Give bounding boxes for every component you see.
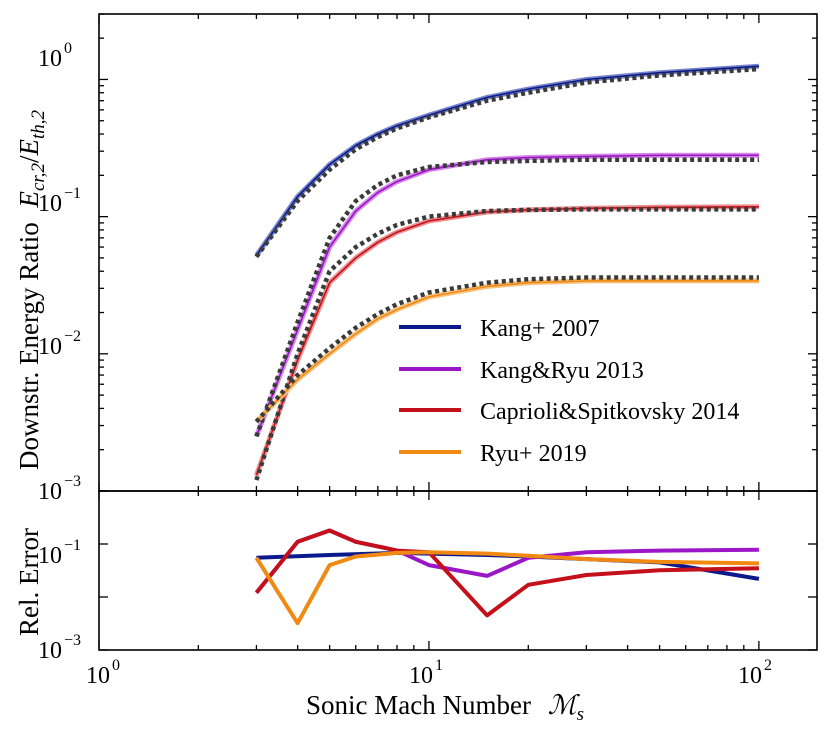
error-line-ryu-2019	[254, 550, 759, 626]
xtick-label: 10	[409, 663, 433, 689]
top-ytick-exp: −1	[64, 185, 81, 202]
bottom-ytick-label: 10	[38, 543, 62, 569]
fit-line-kang-ryu-2013	[254, 157, 759, 438]
xtick-labels: 10 0 10 1 10 2	[86, 657, 772, 689]
bottom-ytick-labels: 10 −1 10 −3	[38, 537, 81, 664]
fit-line-kang-2007	[254, 66, 760, 259]
top-ytick-label: 10	[38, 334, 62, 360]
top-ytick-exp: −3	[64, 473, 81, 490]
top-ytick-label: 10	[38, 46, 62, 72]
bottom-ytick-label: 10	[38, 638, 62, 664]
series-line-kang-ryu-2013	[255, 154, 759, 437]
legend-label: Ryu+ 2019	[480, 441, 587, 467]
legend-label: Kang+ 2007	[480, 316, 600, 342]
bottom-axes-frame	[98, 490, 818, 651]
xlabel: Sonic Mach Number ℳs	[306, 690, 584, 725]
error-line-caprioli-spitkovsky-2014	[254, 528, 759, 618]
xtick-label: 10	[86, 663, 110, 689]
bottom-panel-series	[254, 528, 760, 626]
bottom-ytick-exp: −1	[64, 537, 81, 554]
legend-label: Caprioli&Spitkovsky 2014	[480, 399, 739, 425]
series-band-kang-ryu-2013	[254, 152, 759, 438]
legend-label: Kang&Ryu 2013	[480, 358, 644, 384]
top-ytick-label: 10	[38, 479, 62, 505]
series-line-kang-2007	[255, 65, 759, 257]
xtick-exp: 1	[435, 657, 443, 674]
tick-marks	[98, 13, 817, 651]
top-panel-series	[254, 63, 760, 481]
xtick-label: 10	[738, 663, 762, 689]
bottom-ylabel: Rel. Error	[14, 528, 44, 636]
legend: Kang+ 2007 Kang&Ryu 2013 Caprioli&Spitko…	[399, 316, 739, 467]
top-ytick-exp: 0	[64, 40, 72, 57]
series-line-ryu-2019	[255, 280, 759, 423]
top-ytick-label: 10	[38, 191, 62, 217]
top-ytick-exp: −2	[64, 328, 81, 345]
bottom-ytick-exp: −3	[64, 632, 81, 649]
xtick-exp: 0	[112, 657, 120, 674]
top-ylabel: Downstr. Energy Ratio Ecr,2/Eth,2	[14, 109, 49, 470]
series-line-caprioli-spitkovsky-2014	[255, 206, 759, 476]
top-ytick-labels: 10 0 10 −1 10 −2 10 −3	[38, 40, 81, 505]
xtick-exp: 2	[764, 657, 772, 674]
